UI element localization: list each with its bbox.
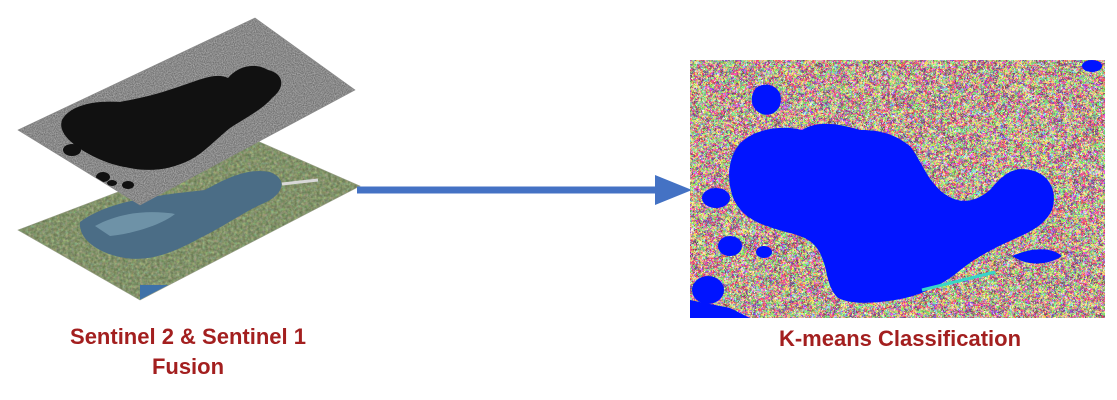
classification-caption: K-means Classification <box>778 326 1022 351</box>
kmeans-classification-map <box>690 60 1105 318</box>
right-arrow-icon <box>357 175 692 205</box>
water-body <box>729 123 1054 303</box>
fusion-caption-line1: Sentinel 2 & Sentinel 1 <box>70 324 306 349</box>
fusion-layer-stack <box>17 17 361 301</box>
fusion-caption: Sentinel 2 & Sentinel 1 Fusion <box>38 322 338 382</box>
fusion-caption-line2: Fusion <box>151 354 225 379</box>
